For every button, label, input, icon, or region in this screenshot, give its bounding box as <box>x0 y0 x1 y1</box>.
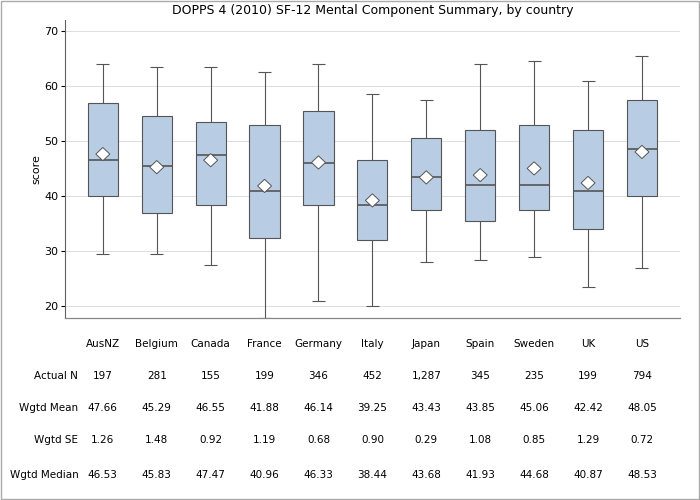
Polygon shape <box>312 156 326 169</box>
Text: 0.29: 0.29 <box>414 434 438 444</box>
FancyBboxPatch shape <box>573 130 603 230</box>
Text: 45.83: 45.83 <box>142 470 172 480</box>
Polygon shape <box>96 148 110 160</box>
Polygon shape <box>150 160 164 174</box>
Text: 47.66: 47.66 <box>88 402 118 412</box>
Text: Belgium: Belgium <box>135 339 178 349</box>
Text: 1.29: 1.29 <box>576 434 600 444</box>
Text: 48.53: 48.53 <box>627 470 657 480</box>
FancyBboxPatch shape <box>465 130 496 221</box>
Text: Canada: Canada <box>191 339 230 349</box>
Text: 43.43: 43.43 <box>412 402 441 412</box>
Polygon shape <box>473 168 487 181</box>
Text: 45.06: 45.06 <box>519 402 549 412</box>
Text: 46.33: 46.33 <box>304 470 333 480</box>
Text: Spain: Spain <box>466 339 495 349</box>
Title: DOPPS 4 (2010) SF-12 Mental Component Summary, by country: DOPPS 4 (2010) SF-12 Mental Component Su… <box>172 4 573 18</box>
FancyBboxPatch shape <box>519 124 550 210</box>
Text: 346: 346 <box>309 371 328 381</box>
Text: 42.42: 42.42 <box>573 402 603 412</box>
Text: 46.14: 46.14 <box>304 402 333 412</box>
Text: 40.87: 40.87 <box>573 470 603 480</box>
Text: France: France <box>247 339 282 349</box>
Text: 0.68: 0.68 <box>307 434 330 444</box>
Text: 199: 199 <box>255 371 274 381</box>
Text: 197: 197 <box>93 371 113 381</box>
Text: UK: UK <box>581 339 595 349</box>
Text: 0.85: 0.85 <box>523 434 546 444</box>
Text: 1.26: 1.26 <box>91 434 115 444</box>
FancyBboxPatch shape <box>249 124 280 238</box>
Text: 1.19: 1.19 <box>253 434 276 444</box>
FancyBboxPatch shape <box>411 138 442 210</box>
Polygon shape <box>419 171 433 184</box>
Text: 0.92: 0.92 <box>199 434 222 444</box>
Text: 44.68: 44.68 <box>519 470 549 480</box>
Text: 155: 155 <box>201 371 220 381</box>
Text: 45.29: 45.29 <box>142 402 172 412</box>
FancyBboxPatch shape <box>303 111 334 204</box>
FancyBboxPatch shape <box>357 160 388 240</box>
Text: Italy: Italy <box>361 339 384 349</box>
Text: Wgtd Median: Wgtd Median <box>10 470 78 480</box>
Text: 0.72: 0.72 <box>631 434 654 444</box>
Text: 281: 281 <box>147 371 167 381</box>
Text: 1.48: 1.48 <box>145 434 169 444</box>
Text: 1.08: 1.08 <box>469 434 492 444</box>
Text: 39.25: 39.25 <box>358 402 387 412</box>
Polygon shape <box>258 180 272 192</box>
FancyBboxPatch shape <box>88 102 118 196</box>
Polygon shape <box>204 154 218 167</box>
FancyBboxPatch shape <box>141 116 172 213</box>
Text: 38.44: 38.44 <box>358 470 387 480</box>
Polygon shape <box>581 176 595 190</box>
Text: 452: 452 <box>363 371 382 381</box>
Text: US: US <box>635 339 649 349</box>
Text: 46.53: 46.53 <box>88 470 118 480</box>
Text: 48.05: 48.05 <box>627 402 657 412</box>
Polygon shape <box>365 194 379 207</box>
Polygon shape <box>527 162 541 175</box>
Text: Sweden: Sweden <box>514 339 554 349</box>
Text: Actual N: Actual N <box>34 371 78 381</box>
Text: Japan: Japan <box>412 339 441 349</box>
Text: AusNZ: AusNZ <box>86 339 120 349</box>
Text: Wgtd SE: Wgtd SE <box>34 434 78 444</box>
Text: Germany: Germany <box>295 339 342 349</box>
Text: 794: 794 <box>632 371 652 381</box>
Text: 345: 345 <box>470 371 490 381</box>
Y-axis label: score: score <box>32 154 41 184</box>
Text: 43.68: 43.68 <box>412 470 441 480</box>
Text: 0.90: 0.90 <box>361 434 384 444</box>
Text: 235: 235 <box>524 371 544 381</box>
Text: 43.85: 43.85 <box>466 402 495 412</box>
Text: 40.96: 40.96 <box>250 470 279 480</box>
Polygon shape <box>635 146 649 158</box>
FancyBboxPatch shape <box>627 100 657 196</box>
Text: Wgtd Mean: Wgtd Mean <box>19 402 78 412</box>
Text: 199: 199 <box>578 371 598 381</box>
Text: 41.93: 41.93 <box>466 470 495 480</box>
Text: 41.88: 41.88 <box>250 402 279 412</box>
Text: 47.47: 47.47 <box>196 470 225 480</box>
Text: 46.55: 46.55 <box>196 402 225 412</box>
Text: 1,287: 1,287 <box>412 371 441 381</box>
FancyBboxPatch shape <box>195 122 226 204</box>
